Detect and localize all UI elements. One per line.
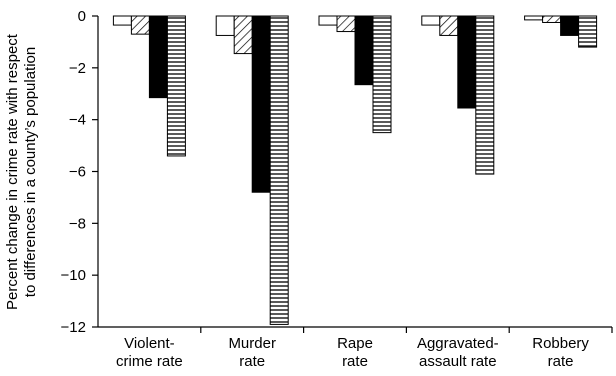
y-tick-label: −10: [61, 267, 86, 284]
y-tick-label: −12: [61, 319, 86, 336]
bar: [318, 15, 338, 26]
category-label: crime rate: [116, 353, 183, 370]
y-tick-label: −2: [69, 60, 86, 77]
category-label: rate: [548, 353, 574, 370]
bar: [215, 15, 235, 36]
category-label: Violent-: [124, 335, 175, 352]
bar: [354, 15, 374, 86]
bar: [112, 15, 132, 26]
category-label: Aggravated-: [417, 335, 499, 352]
y-tick-label: −8: [69, 215, 86, 232]
bar: [421, 15, 441, 26]
y-axis-title-line-1: Percent change in crime rate with respec…: [4, 33, 21, 310]
bar: [457, 15, 477, 109]
bar: [166, 15, 186, 157]
bar: [578, 15, 598, 48]
category-label: Rape: [337, 335, 373, 352]
bar: [524, 15, 544, 21]
y-axis-title-line-2: to differences in a county’s population: [22, 47, 39, 297]
bar: [560, 15, 580, 36]
category-label: assault rate: [419, 353, 497, 370]
bar: [542, 15, 562, 23]
category-label: rate: [239, 353, 265, 370]
y-tick-label: 0: [78, 8, 86, 25]
bar: [336, 15, 356, 33]
bar: [233, 15, 253, 55]
category-label: Robbery: [532, 335, 589, 352]
category-label: Murder: [228, 335, 276, 352]
category-label: rate: [342, 353, 368, 370]
y-tick-label: −4: [69, 112, 86, 129]
bar: [475, 15, 495, 175]
y-tick-label: −6: [69, 164, 86, 181]
bar: [251, 15, 271, 193]
bar: [269, 15, 289, 325]
bar: [439, 15, 459, 36]
bar: [148, 15, 168, 99]
bar: [372, 15, 392, 134]
bar: [130, 15, 150, 35]
